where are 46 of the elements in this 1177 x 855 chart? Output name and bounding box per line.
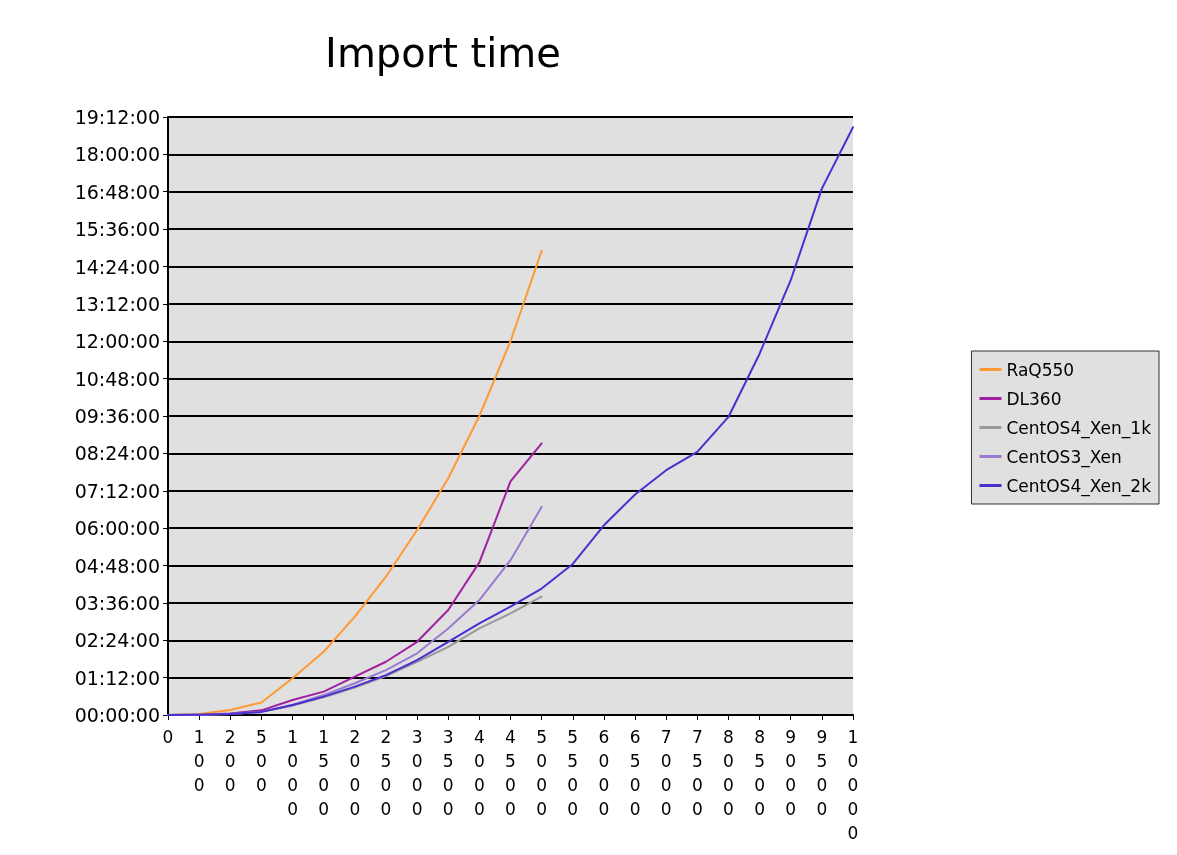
x-tick-label: 8000 <box>723 727 734 819</box>
y-tick-label: 01:12:00 <box>74 666 160 689</box>
x-tick-label: 5500 <box>567 727 579 819</box>
y-tick-label: 02:24:00 <box>74 629 160 652</box>
y-tick-label: 18:00:00 <box>74 143 160 166</box>
y-tick-label: 06:00:00 <box>74 517 160 540</box>
x-tick-label: 500 <box>256 727 267 795</box>
x-tick-label: 9500 <box>816 727 828 819</box>
y-tick-label: 07:12:00 <box>74 479 160 502</box>
y-tick-label: 04:48:00 <box>74 554 160 577</box>
x-tick-label: 9000 <box>785 727 797 819</box>
x-tick-label: 1500 <box>318 727 330 819</box>
x-tick-label: 2000 <box>349 727 361 819</box>
y-tick-label: 09:36:00 <box>74 405 160 427</box>
x-tick-label: 7500 <box>691 727 703 819</box>
y-tick-label: 16:48:00 <box>74 180 160 203</box>
legend-label: CentOS4_Xen_2k <box>1006 475 1152 497</box>
x-tick-label: 3000 <box>411 727 423 819</box>
legend-label: RaQ550 <box>1006 359 1075 380</box>
y-tick-label: 12:00:00 <box>74 330 160 353</box>
y-tick-label: 15:36:00 <box>74 218 160 241</box>
y-tick-label: 08:24:00 <box>74 442 160 465</box>
legend-label: CentOS4_Xen_1k <box>1006 417 1152 439</box>
legend-label: DL360 <box>1006 388 1062 409</box>
x-tick-label: 7000 <box>660 727 672 819</box>
x-tick-label: 8500 <box>754 727 765 819</box>
x-tick-label: 6500 <box>629 727 641 819</box>
chart-title: Import time <box>325 30 561 76</box>
x-tick-label: 1000 <box>287 727 298 819</box>
x-tick-label: 4000 <box>473 727 485 819</box>
y-tick-label: 03:36:00 <box>74 591 160 614</box>
x-tick-label: 2500 <box>380 727 392 819</box>
y-tick-label: 19:12:00 <box>74 106 160 128</box>
y-tick-label: 10:48:00 <box>74 367 160 390</box>
x-tick-label: 10000 <box>847 727 859 843</box>
y-tick-label: 14:24:00 <box>74 255 160 278</box>
x-tick-label: 5000 <box>536 727 548 819</box>
x-tick-label: 6000 <box>598 727 610 819</box>
x-tick-label: 3500 <box>442 727 454 819</box>
y-tick-label: 13:12:00 <box>74 292 160 315</box>
x-tick-label: 4500 <box>505 727 516 819</box>
legend-label: CentOS3_Xen <box>1006 446 1122 468</box>
x-tick-label: 200 <box>224 727 236 795</box>
x-tick-label: 100 <box>193 727 205 795</box>
x-tick-label: 0 <box>162 727 174 747</box>
y-tick-label: 00:00:00 <box>74 704 160 726</box>
